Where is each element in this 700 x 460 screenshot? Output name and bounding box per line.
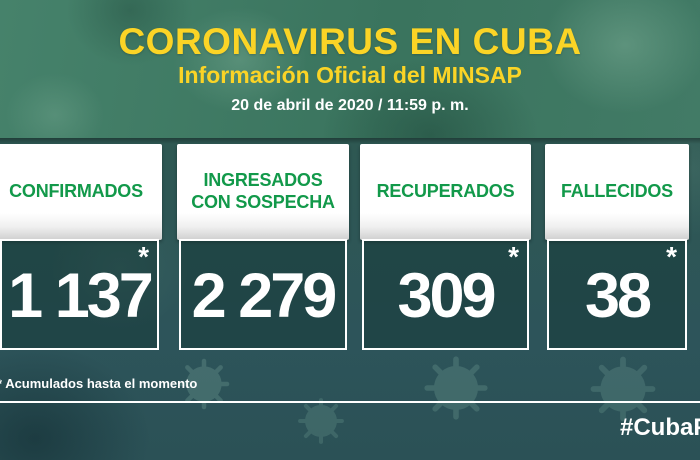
stat-value: 1 137 xyxy=(8,261,154,331)
stat-card-recuperados-label-panel: RECUPERADOS xyxy=(360,144,531,240)
virus-icon xyxy=(178,358,230,410)
divider-line xyxy=(0,401,700,403)
stat-label: FALLECIDOS xyxy=(560,181,673,202)
stat-card-fallecidos-label-panel: FALLECIDOS xyxy=(545,144,689,240)
stat-value: 2 279 xyxy=(191,261,338,331)
report-date: 20 de abril de 2020 / 11:59 p. m. xyxy=(231,97,469,114)
stat-label: RECUPERADOS xyxy=(376,181,515,202)
virus-icon xyxy=(590,356,656,422)
footnote: * Acumulados hasta el momento xyxy=(0,376,198,391)
stat-card-confirmados-value-box: 1 137 * xyxy=(0,239,159,350)
background-seam-shadow xyxy=(0,138,700,144)
hashtag: #CubaP xyxy=(620,414,700,441)
asterisk-marker: * xyxy=(508,241,519,272)
asterisk-marker: * xyxy=(666,241,677,272)
stat-card-confirmados-label-panel: CONFIRMADOS xyxy=(0,144,162,240)
page-title: CORONAVIRUS EN CUBA xyxy=(118,21,582,62)
stat-label-line2: CON SOSPECHA xyxy=(191,192,335,212)
stat-card-ingresados-value-box: 2 279 xyxy=(179,239,347,350)
stat-card-recuperados-value-box: 309 * xyxy=(362,239,529,350)
stat-card-fallecidos-value-box: 38 * xyxy=(547,239,687,350)
background-top xyxy=(0,0,700,141)
virus-icon xyxy=(298,398,344,444)
stat-label: INGRESADOS xyxy=(203,170,323,191)
page-subtitle: Información Oficial del MINSAP xyxy=(178,62,522,88)
stat-label: CONFIRMADOS xyxy=(9,181,143,202)
stat-value: 38 xyxy=(584,261,652,331)
virus-icon xyxy=(424,356,488,420)
stat-card-ingresados-label-panel: INGRESADOS CON SOSPECHA xyxy=(177,144,349,240)
stat-value: 309 xyxy=(397,261,496,331)
asterisk-marker: * xyxy=(138,241,149,272)
